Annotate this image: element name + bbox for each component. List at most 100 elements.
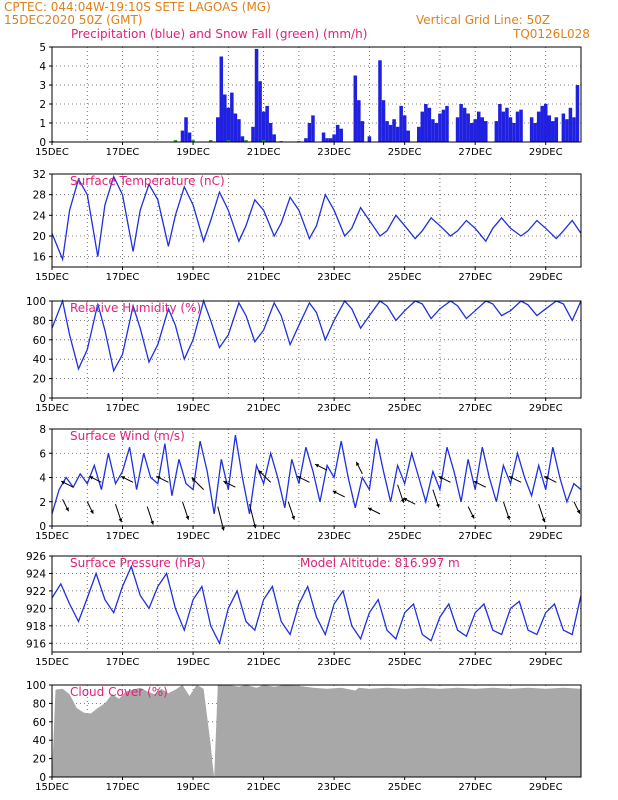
precip-bar	[187, 132, 192, 142]
wind-arrow	[217, 506, 225, 531]
y-tick-label: 60	[33, 335, 46, 347]
precip-bar	[399, 105, 403, 142]
precip-bar	[402, 115, 407, 142]
precip-bar	[476, 111, 481, 142]
wind-arrow-head	[315, 464, 320, 468]
precip-bar	[215, 117, 220, 142]
panel-annotation: Model Altitude: 816.997 m	[300, 556, 460, 570]
precip-bar	[434, 123, 439, 142]
precip-bar	[438, 113, 442, 142]
y-tick-label: 24	[33, 210, 47, 222]
wind-arrow-head	[90, 509, 94, 514]
precip-bar	[554, 117, 559, 142]
x-tick-label: 25DEC	[388, 272, 422, 283]
y-tick-label: 3	[39, 80, 46, 92]
wind-arrow-head	[185, 515, 190, 520]
x-tick-label: 29DEC	[529, 147, 563, 158]
y-tick-label: 20	[33, 754, 46, 766]
series-line	[51, 434, 582, 515]
x-tick-label: 17DEC	[106, 272, 140, 283]
precip-bar	[417, 126, 421, 142]
precip-bar	[529, 117, 534, 142]
wind-arrow-head	[65, 507, 69, 512]
precipitation-title: Precipitation (blue) and Snow Fall (gree…	[71, 27, 368, 41]
y-tick-label: 4	[39, 61, 46, 73]
precip-bar	[261, 111, 266, 142]
y-tick-label: 926	[26, 551, 46, 563]
x-tick-label: 17DEC	[106, 147, 140, 158]
x-tick-label: 21DEC	[247, 782, 281, 793]
x-tick-label: 23DEC	[317, 272, 351, 283]
wind-arrow-head	[436, 503, 440, 508]
x-tick-label: 23DEC	[317, 147, 351, 158]
y-tick-label: 0	[39, 393, 46, 405]
x-tick-label: 27DEC	[458, 272, 492, 283]
date-line: 15DEC2020 50Z (GMT)	[4, 13, 143, 27]
y-tick-label: 20	[33, 231, 46, 243]
precip-bar	[501, 111, 506, 142]
y-tick-label: 922	[26, 586, 46, 598]
precip-bar	[508, 117, 513, 142]
x-tick-label: 29DEC	[529, 531, 563, 542]
wind-arrow-head	[368, 507, 372, 512]
precip-bar	[360, 121, 365, 142]
precip-bar	[332, 134, 336, 142]
panel-frame	[51, 555, 582, 653]
x-tick-label: 27DEC	[458, 147, 492, 158]
x-tick-label: 25DEC	[388, 657, 422, 668]
panel-frame	[51, 300, 582, 399]
y-tick-label: 100	[26, 680, 46, 692]
panel-frame	[51, 428, 582, 527]
x-tick-label: 25DEC	[388, 403, 422, 414]
x-tick-label: 17DEC	[106, 531, 140, 542]
wind-arrow-head	[121, 476, 126, 480]
precip-bar	[265, 105, 269, 142]
precip-bar	[505, 107, 509, 142]
wind-arrow-head	[297, 476, 302, 480]
y-tick-label: 40	[33, 354, 46, 366]
wind-arrow-head	[258, 470, 263, 475]
y-tick-label: 20	[33, 374, 46, 386]
precip-bar	[367, 136, 372, 142]
wind-arrow-head	[506, 515, 511, 520]
x-tick-label: 23DEC	[317, 531, 351, 542]
panel-title: Surface Wind (m/s)	[70, 429, 185, 443]
precip-bar	[191, 140, 195, 142]
precip-bar	[357, 100, 361, 142]
x-tick-label: 25DEC	[388, 147, 422, 158]
precip-bar	[184, 117, 188, 142]
precip-bar	[328, 138, 333, 142]
panel-title: Surface Temperature (nC)	[70, 174, 225, 188]
precip-bar	[268, 123, 273, 142]
precip-bar	[427, 107, 432, 142]
x-tick-label: 19DEC	[176, 531, 210, 542]
precip-bar	[515, 111, 520, 142]
precip-bar	[388, 124, 393, 142]
wind-arrow-head	[470, 514, 475, 519]
precip-bar	[244, 140, 248, 142]
x-tick-label: 21DEC	[247, 403, 281, 414]
series-line	[51, 298, 582, 373]
precip-bar	[459, 104, 463, 142]
precip-bar	[494, 121, 499, 142]
y-tick-label: 32	[33, 169, 46, 181]
precip-bar	[473, 119, 477, 142]
x-tick-label: 17DEC	[106, 403, 140, 414]
y-tick-label: 0	[39, 772, 46, 784]
y-tick-label: 0	[39, 521, 46, 533]
y-tick-label: 28	[33, 190, 46, 202]
y-tick-label: 918	[26, 621, 46, 633]
y-tick-label: 920	[26, 603, 46, 615]
precip-bar	[395, 126, 400, 142]
precip-bar	[547, 115, 552, 142]
precip-bar	[455, 117, 460, 142]
wind-arrow	[249, 504, 256, 529]
precip-bar	[251, 126, 255, 142]
x-tick-label: 15DEC	[35, 782, 69, 793]
wind-arrow-head	[156, 476, 161, 480]
wind-arrow-head	[576, 509, 581, 514]
x-tick-label: 19DEC	[176, 147, 210, 158]
precip-bar	[321, 132, 326, 142]
x-tick-label: 27DEC	[458, 657, 492, 668]
precip-bar	[575, 85, 580, 142]
